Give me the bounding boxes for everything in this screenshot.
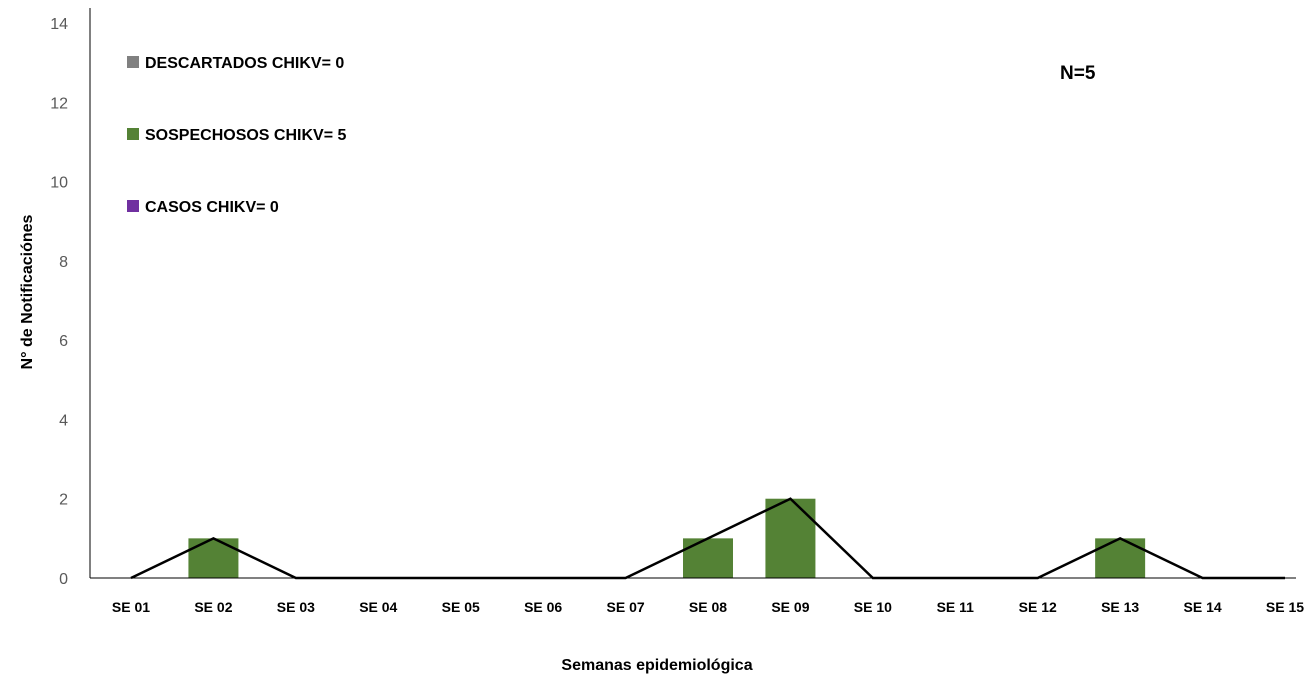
- legend-swatch-sospechosos: [127, 128, 139, 140]
- bar-se-08: [683, 538, 733, 578]
- x-tick-label: SE 05: [442, 599, 480, 615]
- y-tick-label: 10: [50, 175, 68, 192]
- y-tick-label: 2: [59, 492, 68, 509]
- y-tick-label: 14: [50, 16, 68, 33]
- x-tick-label: SE 13: [1101, 599, 1139, 615]
- bar-se-02: [188, 538, 239, 578]
- legend-label-casos: CASOS CHIKV= 0: [145, 199, 279, 216]
- y-tick-label: 4: [59, 412, 68, 429]
- y-tick-label: 8: [59, 254, 68, 271]
- x-tick-label: SE 04: [359, 599, 397, 615]
- x-tick-label: SE 01: [112, 599, 150, 615]
- legend-label-descartados: DESCARTADOS CHIKV= 0: [145, 55, 344, 72]
- bars-layer: [188, 498, 1146, 578]
- y-tick-label: 0: [59, 571, 68, 588]
- axes-layer: [89, 8, 1296, 579]
- x-tick-label: SE 07: [607, 599, 645, 615]
- y-axis-title: N° de Notificaciónes: [19, 214, 36, 369]
- x-tick-label: SE 11: [937, 599, 975, 615]
- x-tick-label: SE 14: [1184, 599, 1222, 615]
- legend: DESCARTADOS CHIKV= 0 SOSPECHOSOS CHIKV= …: [127, 55, 346, 216]
- legend-swatch-descartados: [127, 56, 139, 68]
- y-tick-label: 6: [59, 333, 68, 350]
- x-axis-title: Semanas epidemiológica: [561, 657, 752, 674]
- x-tick-label: SE 06: [524, 599, 562, 615]
- legend-swatch-casos: [127, 200, 139, 212]
- x-ticks: SE 01 SE 02 SE 03 SE 04 SE 05 SE 06 SE 07 SE 08…: [112, 599, 1304, 615]
- y-tick-label: 12: [50, 95, 68, 112]
- bar-se-09: [765, 498, 816, 578]
- x-tick-label: SE 03: [277, 599, 315, 615]
- total-annotation: N=5: [1060, 63, 1096, 84]
- x-tick-label: SE 12: [1019, 599, 1057, 615]
- x-tick-label: SE 10: [854, 599, 892, 615]
- y-ticks: 0 2 4 6 8 10 12 14: [50, 16, 68, 588]
- x-tick-label: SE 15: [1266, 599, 1304, 615]
- x-tick-label: SE 08: [689, 599, 727, 615]
- legend-label-sospechosos: SOSPECHOSOS CHIKV= 5: [145, 127, 346, 144]
- x-tick-label: SE 02: [194, 599, 232, 615]
- bar-se-13: [1095, 538, 1146, 578]
- x-tick-label: SE 09: [771, 599, 809, 615]
